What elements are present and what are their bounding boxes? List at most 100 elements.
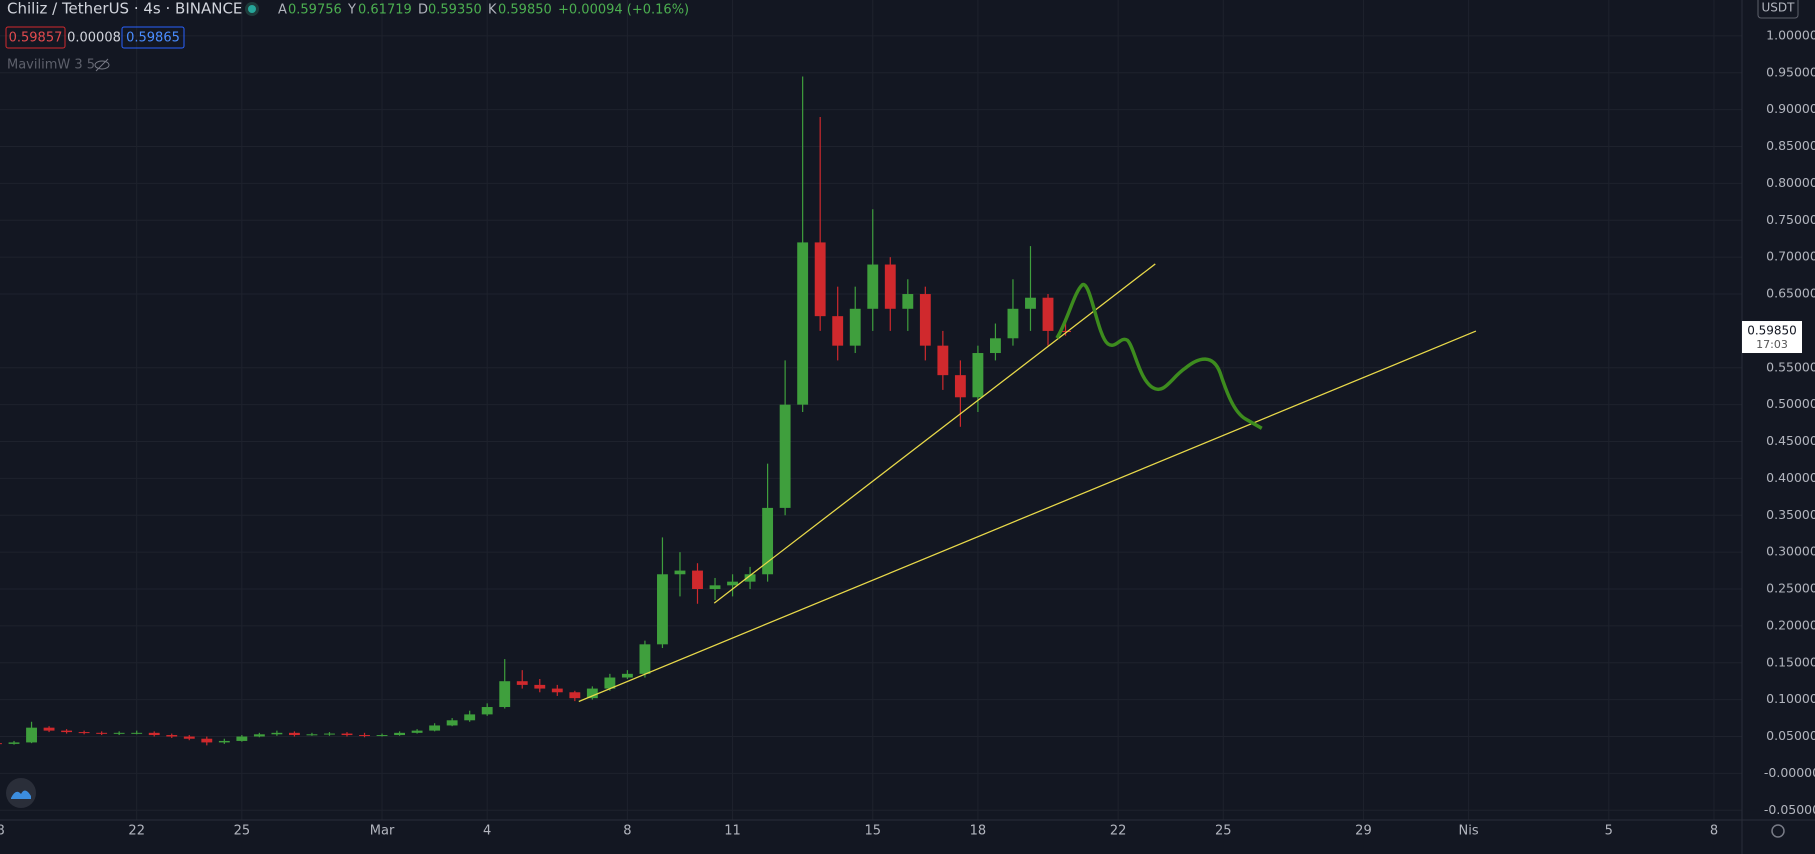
candle-body: [446, 720, 458, 726]
ohlc-value: 0.59756: [288, 3, 342, 18]
y-tick-label: 0.65000: [1766, 286, 1815, 301]
ohlc-value: 0.61719: [358, 3, 412, 18]
candle-body: [183, 736, 195, 739]
candle-body: [218, 740, 230, 743]
x-tick-label: Mar: [370, 824, 395, 839]
y-tick-label: 0.40000: [1766, 470, 1815, 485]
candle-body: [429, 725, 441, 731]
candle-body: [253, 734, 265, 737]
candle-body: [376, 735, 388, 737]
candle-body: [534, 684, 546, 689]
x-tick-label: 5: [1605, 824, 1613, 839]
candle-body: [762, 507, 774, 575]
x-tick-label: 22: [128, 824, 145, 839]
drawings: [578, 263, 1477, 703]
y-tick-label: 0.70000: [1766, 249, 1815, 264]
x-tick-label: 8: [1710, 824, 1718, 839]
x-tick-label: 22: [1110, 824, 1127, 839]
ohlc-value: 0.59850: [498, 3, 552, 18]
candle-body: [902, 294, 914, 309]
y-tick-label: 0.95000: [1766, 64, 1815, 79]
x-tick-label: 25: [1215, 824, 1232, 839]
candle-body: [779, 404, 791, 508]
y-tick-label: 0.45000: [1766, 433, 1815, 448]
candle-body: [166, 735, 178, 737]
y-tick-label: 0.20000: [1766, 617, 1815, 632]
y-tick-label: 0.30000: [1766, 544, 1815, 559]
candle-body: [0, 743, 2, 745]
x-tick-label: 29: [1355, 824, 1372, 839]
y-tick-label: -0.05000: [1764, 802, 1815, 817]
bid-box[interactable]: [5, 26, 66, 49]
logo-badge[interactable]: [6, 778, 36, 808]
candle-body: [288, 732, 300, 736]
candle-body: [481, 707, 493, 715]
drawn-path[interactable]: [1055, 283, 1263, 430]
candle-body: [1007, 308, 1019, 339]
candle-body: [797, 242, 809, 405]
grid: [0, 0, 1742, 820]
visibility-icon[interactable]: [94, 58, 110, 72]
unit-label: USDT: [1762, 1, 1796, 15]
candle-body: [499, 681, 511, 708]
y-tick-label: 0.10000: [1766, 691, 1815, 706]
ohlc-legend: A 0.59756 Y 0.61719 D 0.59350 K 0.59850 +0.00094…: [278, 3, 689, 18]
candle-body: [324, 733, 335, 735]
y-tick-label: 0.05000: [1766, 728, 1815, 743]
candle-body: [709, 585, 721, 590]
candle-body: [78, 732, 90, 734]
candle-body: [61, 730, 73, 733]
y-tick-label: 0.80000: [1766, 175, 1815, 190]
candle-body: [569, 692, 581, 699]
candle-body: [551, 688, 563, 693]
candle-body: [113, 732, 125, 734]
settings-icon[interactable]: [1771, 824, 1785, 838]
y-tick-label: -0.00000: [1764, 765, 1815, 780]
candle-body: [954, 375, 966, 398]
candle-body: [674, 570, 686, 575]
candle-body: [989, 338, 1001, 354]
candle-body: [657, 574, 668, 645]
trend-line[interactable]: [713, 263, 1156, 604]
y-tick-label: 0.15000: [1766, 654, 1815, 669]
last-price-box: [1742, 321, 1802, 354]
candle-body: [236, 736, 248, 741]
y-tick-label: 0.55000: [1766, 359, 1815, 374]
candle-body: [271, 732, 283, 735]
ask-price: 0.59865: [126, 31, 180, 46]
y-tick-label: 0.85000: [1766, 138, 1815, 153]
ohlc-label: Y: [347, 3, 356, 18]
candle-body: [586, 688, 598, 699]
y-tick-label: 0.90000: [1766, 101, 1815, 116]
ohlc-value: 0.59350: [428, 3, 482, 18]
candle-body: [8, 742, 20, 744]
y-tick-label: 0.75000: [1766, 212, 1815, 227]
indicator-name: MavilimW 3 5: [7, 58, 95, 73]
candle-body: [937, 345, 949, 376]
x-tick-label: 4: [483, 824, 491, 839]
countdown: 17:03: [1756, 338, 1788, 351]
candle-body: [306, 734, 318, 736]
candle-body: [919, 294, 931, 346]
candle-body: [727, 581, 738, 586]
candle-body: [96, 732, 108, 734]
ohlc-label: D: [418, 3, 428, 18]
y-tick-label: 0.25000: [1766, 581, 1815, 596]
candle-body: [867, 264, 879, 309]
x-tick-label: 18: [970, 824, 987, 839]
unit-box[interactable]: [1757, 0, 1799, 19]
candle-body: [692, 570, 703, 590]
trend-line[interactable]: [578, 330, 1477, 703]
y-tick-label: 0.50000: [1766, 396, 1815, 411]
candle-body: [43, 727, 55, 731]
candle-body: [972, 353, 984, 398]
x-tick-label: Nis: [1459, 824, 1479, 839]
status-dot: [248, 5, 256, 13]
symbol-title: Chiliz / TetherUS · 4s · BINANCE: [7, 0, 242, 18]
ohlc-label: K: [488, 3, 497, 18]
ask-box[interactable]: [121, 26, 185, 49]
candle-body: [131, 732, 143, 734]
logo: [11, 790, 31, 799]
